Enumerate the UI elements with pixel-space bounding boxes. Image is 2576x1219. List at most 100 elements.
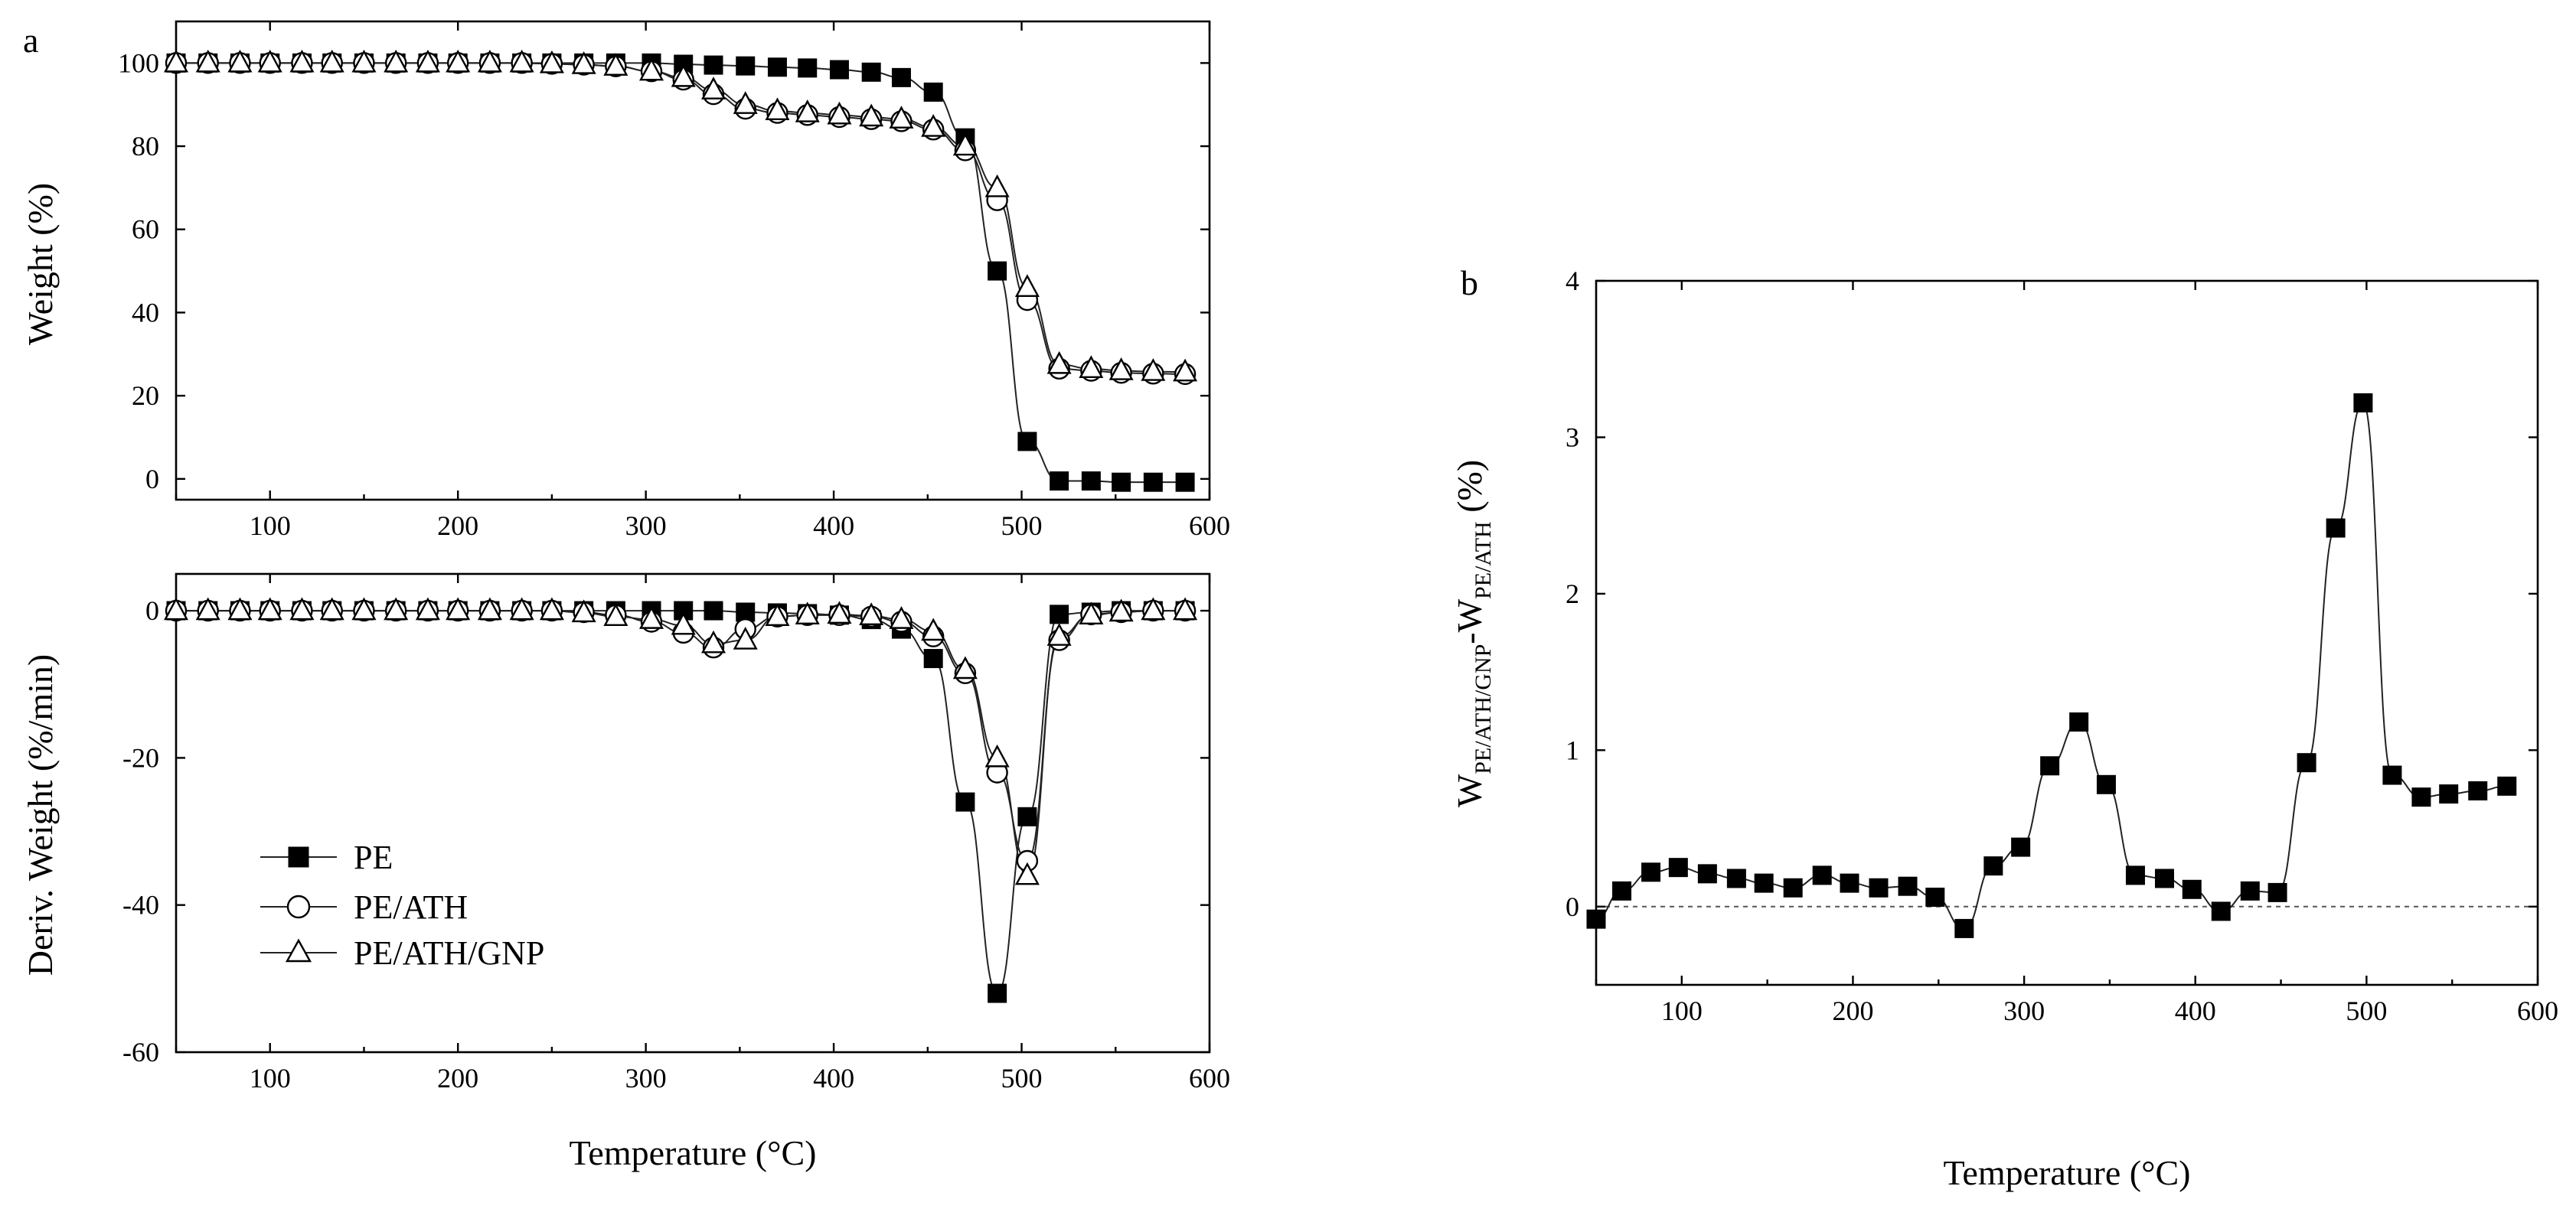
- panel-b: b WPE/ATH/GNP-WPE/ATH (%) Temperature (°…: [1450, 263, 2558, 1192]
- data-point: [1050, 471, 1069, 491]
- data-point: [700, 630, 726, 654]
- x-tick-label: 100: [250, 510, 291, 541]
- plot-frame: [175, 20, 1211, 501]
- data-point: [1141, 358, 1166, 381]
- x-tick-label: 300: [625, 510, 667, 541]
- data-point: [921, 114, 946, 137]
- data-point: [1668, 858, 1688, 878]
- data-point: [163, 597, 189, 621]
- data-point: [891, 67, 911, 87]
- axis-ticks: 100 200 300 400 500 600 0 -20 -40 -60: [122, 574, 1230, 1094]
- data-point: [1112, 472, 1131, 492]
- y-title-mid: -W: [1450, 598, 1489, 644]
- data-point: [227, 49, 253, 73]
- data-point: [1081, 471, 1101, 491]
- data-point: [2382, 765, 2402, 785]
- data-point: [1079, 355, 1104, 379]
- series-curves: [1595, 402, 2507, 930]
- x-tick-label: 600: [2517, 996, 2558, 1026]
- axis-ticks: 100 200 300 400 500 600 0 1 2 3 4: [1566, 266, 2558, 1026]
- data-point: [1586, 909, 1606, 929]
- data-point: [319, 597, 344, 621]
- data-point: [257, 597, 282, 621]
- data-point: [477, 597, 502, 621]
- data-point: [2326, 518, 2346, 538]
- data-point: [988, 983, 1007, 1003]
- data-point: [539, 50, 564, 73]
- data-point: [859, 602, 884, 626]
- data-point: [509, 49, 534, 73]
- x-axis-title: Temperature (°C): [570, 1133, 817, 1172]
- x-tick-label: 200: [437, 510, 478, 541]
- data-point: [1141, 597, 1166, 621]
- data-point: [2439, 784, 2459, 804]
- data-point: [859, 103, 884, 127]
- y-tick-label: 40: [132, 297, 159, 328]
- circle-marker-icon: [286, 895, 311, 919]
- data-point: [889, 106, 914, 129]
- data-point: [955, 792, 975, 812]
- y-tick-label: 0: [1566, 891, 1579, 922]
- panel-b-label: b: [1461, 263, 1478, 302]
- data-point: [1641, 862, 1661, 882]
- data-point: [1783, 878, 1803, 898]
- data-point: [384, 597, 409, 621]
- data-point: [1840, 873, 1859, 893]
- data-point: [1754, 873, 1774, 893]
- data-point: [351, 597, 377, 621]
- plot-frame: [175, 572, 1211, 1054]
- data-point: [671, 611, 696, 635]
- data-point: [1812, 865, 1832, 885]
- series-curves: [176, 610, 1186, 995]
- x-tick-label: 400: [813, 510, 854, 541]
- data-point: [319, 49, 344, 73]
- y-tick-label: -60: [122, 1037, 159, 1067]
- series-line-pe: [176, 610, 1186, 995]
- series-markers: [1586, 393, 2517, 938]
- data-point: [767, 57, 787, 77]
- series-line-pe-ath-gnp: [176, 62, 1186, 373]
- y-tick-label: 1: [1566, 735, 1579, 765]
- series-curves: [176, 62, 1186, 484]
- data-point: [163, 49, 189, 73]
- data-point: [795, 99, 820, 122]
- y-tick-label: 60: [132, 214, 159, 245]
- y-tick-label: 20: [132, 380, 159, 411]
- data-point: [1925, 888, 1945, 908]
- data-point: [736, 56, 756, 76]
- series-line-pe-ath: [176, 62, 1186, 375]
- data-point: [1014, 862, 1040, 885]
- series-line-pe: [176, 62, 1186, 484]
- legend-label: PE/ATH: [354, 888, 468, 926]
- data-point: [1726, 869, 1746, 888]
- data-point: [2267, 882, 2287, 902]
- y-title-main: W: [1450, 774, 1489, 807]
- x-tick-label: 500: [1001, 1063, 1043, 1094]
- data-point: [257, 49, 282, 73]
- y-tick-label: 0: [145, 595, 159, 626]
- data-point: [1050, 605, 1069, 624]
- data-point: [923, 649, 943, 669]
- data-point: [227, 597, 253, 621]
- data-point: [923, 82, 943, 102]
- x-tick-label: 100: [1661, 996, 1703, 1026]
- data-point: [1046, 623, 1072, 646]
- data-point: [415, 49, 440, 73]
- y-tick-label: -20: [122, 742, 159, 773]
- data-point: [2240, 881, 2260, 901]
- data-point: [509, 597, 534, 621]
- x-tick-label: 400: [2175, 996, 2216, 1026]
- data-point: [704, 601, 723, 621]
- data-point: [1017, 807, 1037, 826]
- data-point: [2069, 712, 2089, 732]
- data-point: [384, 49, 409, 73]
- data-point: [1143, 472, 1163, 492]
- y-tick-label: 4: [1566, 266, 1579, 296]
- data-point: [795, 601, 820, 625]
- data-point: [798, 58, 818, 78]
- y-axis-title: Weight (%): [21, 183, 60, 345]
- legend-item-pe-ath: PE/ATH: [260, 888, 468, 926]
- y-title-sub1: PE/ATH/GNP: [1471, 644, 1496, 774]
- data-point: [827, 601, 852, 624]
